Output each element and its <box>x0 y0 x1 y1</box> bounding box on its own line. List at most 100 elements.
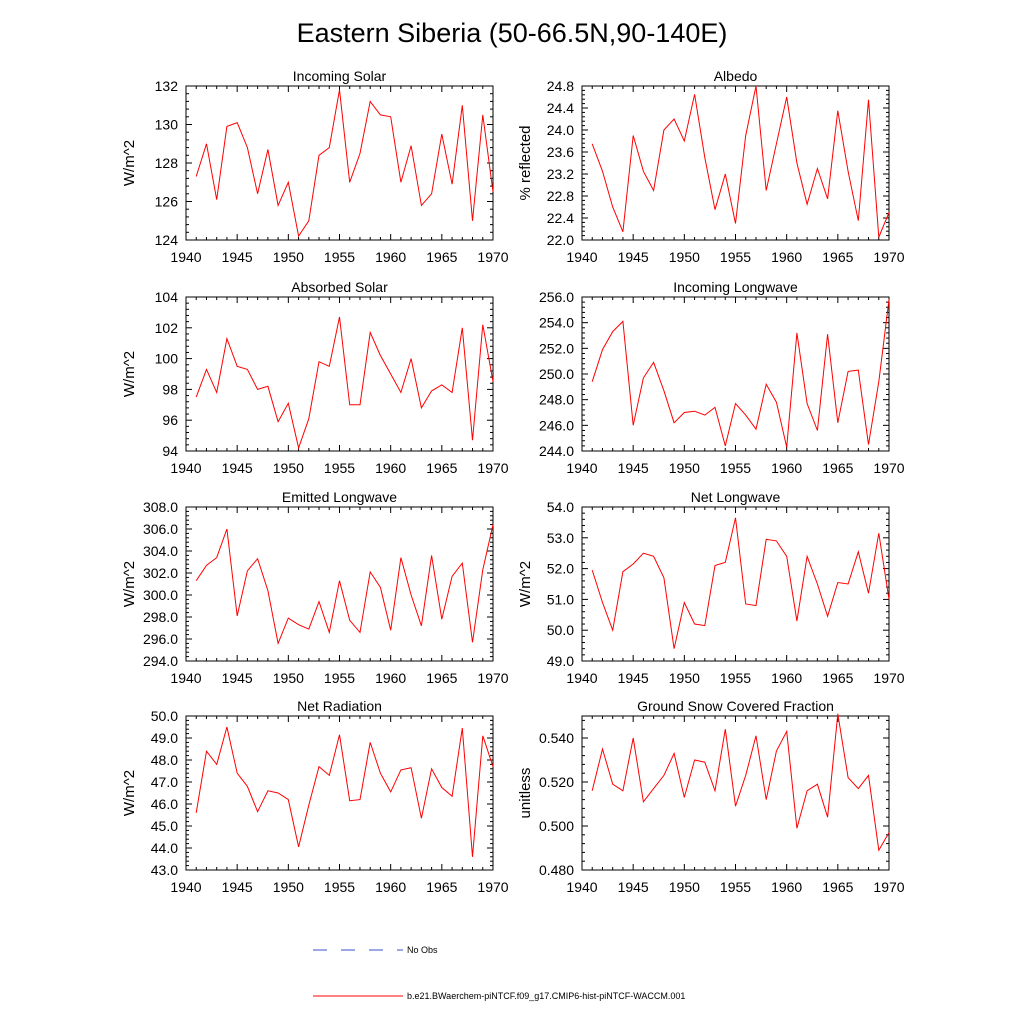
y-tick-label: 0.540 <box>539 730 574 746</box>
x-tick-label: 1940 <box>170 879 201 895</box>
y-tick-label: 23.6 <box>547 144 574 160</box>
x-tick-label: 1955 <box>324 879 355 895</box>
panel-grid: Incoming Solar 1940 1945 1950 1955 1960 1965 19… <box>121 68 905 895</box>
y-tick-label: 45.0 <box>151 818 178 834</box>
y-tick-label: 48.0 <box>151 752 178 768</box>
x-tick-label: 1955 <box>324 460 355 476</box>
y-tick-label: 50.0 <box>151 708 178 724</box>
y-tick-label: 51.0 <box>547 591 574 607</box>
y-tick-label: 0.500 <box>539 818 574 834</box>
x-tick-label: 1970 <box>873 460 904 476</box>
y-tick-label: 128 <box>155 155 179 171</box>
y-tick-label: 22.8 <box>547 188 574 204</box>
x-tick-label: 1970 <box>477 460 508 476</box>
panel-net-radiation: Net Radiation 1940 1945 1950 1955 1960 1965 197… <box>121 698 509 895</box>
x-tick-label: 1965 <box>822 879 853 895</box>
y-tick-label: 244.0 <box>539 443 574 459</box>
series-line <box>591 517 890 649</box>
y-tick-label: 304.0 <box>143 543 178 559</box>
y-tick-label: 47.0 <box>151 774 178 790</box>
panel-absorbed-solar: Absorbed Solar 1940 1945 1950 1955 1960 1965 19… <box>121 279 509 476</box>
panel-title: Ground Snow Covered Fraction <box>637 698 834 714</box>
panel-title: Incoming Solar <box>293 68 387 84</box>
y-axis-label: unitless <box>517 768 534 819</box>
panel-title: Emitted Longwave <box>282 489 397 505</box>
x-tick-label: 1945 <box>222 460 253 476</box>
y-tick-label: 24.4 <box>547 100 574 116</box>
x-tick-label: 1950 <box>669 879 700 895</box>
y-tick-label: 296.0 <box>143 631 178 647</box>
y-tick-label: 52.0 <box>547 561 574 577</box>
x-tick-label: 1960 <box>771 460 802 476</box>
y-tick-label: 98 <box>162 381 178 397</box>
panel-ground-snow-covered-fraction: Ground Snow Covered Fraction 1940 1945 1950… <box>517 698 905 895</box>
y-tick-label: 300.0 <box>143 587 178 603</box>
y-tick-label: 49.0 <box>547 653 574 669</box>
x-tick-label: 1960 <box>771 249 802 265</box>
y-tick-label: 302.0 <box>143 565 178 581</box>
y-tick-label: 24.0 <box>547 122 574 138</box>
series-line <box>195 524 494 646</box>
legend: No Obs b.e21.BWaerchem-piNTCF.f09_g17.CM… <box>313 945 685 1001</box>
x-tick-label: 1965 <box>822 249 853 265</box>
panel-net-longwave: Net Longwave 1940 1945 1950 1955 1960 1965 1970… <box>517 489 905 686</box>
x-tick-label: 1960 <box>375 879 406 895</box>
x-tick-label: 1965 <box>822 460 853 476</box>
y-axis-label: W/m^2 <box>121 351 138 397</box>
x-tick-label: 1965 <box>426 249 457 265</box>
figure-title: Eastern Siberia (50-66.5N,90-140E) <box>297 18 728 48</box>
y-tick-label: 306.0 <box>143 521 178 537</box>
x-tick-label: 1945 <box>618 460 649 476</box>
x-tick-label: 1940 <box>566 460 597 476</box>
x-tick-label: 1945 <box>618 249 649 265</box>
x-tick-label: 1970 <box>477 879 508 895</box>
y-tick-label: 254.0 <box>539 315 574 331</box>
y-tick-label: 124 <box>155 232 179 248</box>
y-tick-label: 53.0 <box>547 530 574 546</box>
y-tick-label: 96 <box>162 412 178 428</box>
x-tick-label: 1965 <box>822 670 853 686</box>
x-tick-label: 1945 <box>222 249 253 265</box>
x-tick-label: 1960 <box>375 460 406 476</box>
series-line <box>195 89 494 238</box>
y-tick-label: 54.0 <box>547 499 574 515</box>
y-tick-label: 94 <box>162 443 178 459</box>
series-line <box>195 726 494 857</box>
y-tick-label: 252.0 <box>539 340 574 356</box>
y-tick-label: 100 <box>155 351 179 367</box>
y-axis-label: W/m^2 <box>121 140 138 186</box>
x-tick-label: 1955 <box>720 460 751 476</box>
x-tick-label: 1940 <box>566 249 597 265</box>
y-tick-label: 246.0 <box>539 417 574 433</box>
plot-frame <box>581 85 890 241</box>
x-tick-label: 1955 <box>720 670 751 686</box>
x-tick-label: 1955 <box>720 249 751 265</box>
x-tick-label: 1950 <box>273 460 304 476</box>
x-tick-label: 1940 <box>566 670 597 686</box>
plot-frame <box>185 715 494 871</box>
y-tick-label: 23.2 <box>547 166 574 182</box>
panel-emitted-longwave: Emitted Longwave 1940 1945 1950 1955 1960 1965… <box>121 489 509 686</box>
y-tick-label: 104 <box>155 289 179 305</box>
y-tick-label: 46.0 <box>151 796 178 812</box>
panel-title: Absorbed Solar <box>291 279 388 295</box>
panel-title: Net Radiation <box>297 698 382 714</box>
y-tick-label: 250.0 <box>539 366 574 382</box>
x-tick-label: 1965 <box>426 879 457 895</box>
x-tick-label: 1940 <box>170 249 201 265</box>
x-tick-label: 1955 <box>720 879 751 895</box>
y-tick-label: 298.0 <box>143 609 178 625</box>
y-axis-label: W/m^2 <box>121 770 138 816</box>
y-tick-label: 24.8 <box>547 78 574 94</box>
y-tick-label: 44.0 <box>151 840 178 856</box>
y-tick-label: 132 <box>155 78 179 94</box>
y-axis-label: W/m^2 <box>121 561 138 607</box>
x-tick-label: 1965 <box>426 670 457 686</box>
x-tick-label: 1940 <box>566 879 597 895</box>
y-tick-label: 50.0 <box>547 622 574 638</box>
x-tick-label: 1960 <box>375 249 406 265</box>
y-tick-label: 248.0 <box>539 392 574 408</box>
legend-model-label: b.e21.BWaerchem-piNTCF.f09_g17.CMIP6-his… <box>407 991 685 1001</box>
x-tick-label: 1970 <box>477 670 508 686</box>
